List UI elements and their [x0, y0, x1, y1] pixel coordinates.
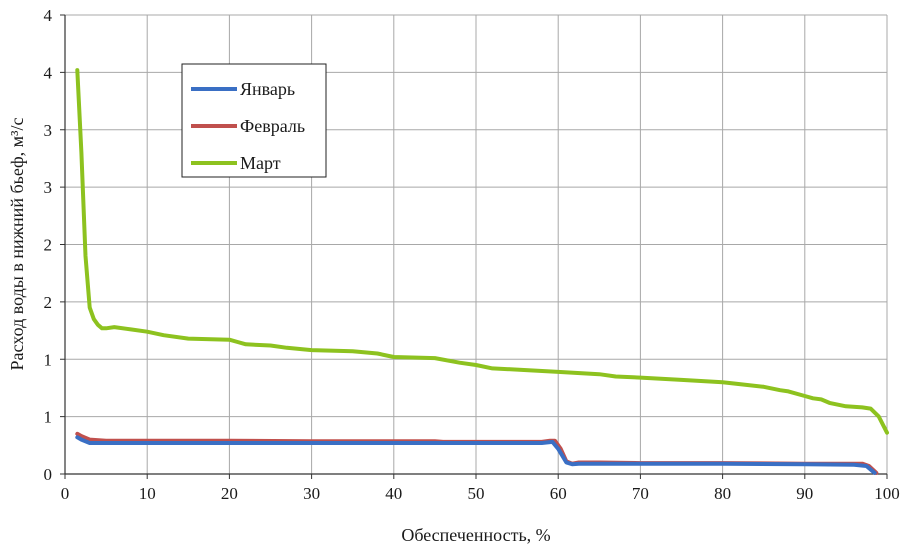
x-tick-label: 10	[139, 484, 156, 503]
y-tick-label: 2	[44, 293, 53, 312]
x-tick-label: 20	[221, 484, 238, 503]
y-tick-label: 3	[44, 121, 53, 140]
x-tick-label: 0	[61, 484, 70, 503]
legend-label: Январь	[240, 79, 295, 99]
legend-label: Март	[240, 153, 281, 173]
legend-label: Февраль	[240, 116, 305, 136]
series-line-0	[75, 435, 877, 475]
x-axis-title: Обеспеченность, %	[401, 525, 550, 545]
x-tick-label: 80	[714, 484, 731, 503]
x-tick-label: 90	[796, 484, 813, 503]
y-tick-label: 1	[44, 408, 53, 427]
x-tick-label: 30	[303, 484, 320, 503]
y-tick-labels: 0 1 1 2 2 3 3 4 4	[44, 6, 53, 484]
axes	[60, 14, 888, 479]
x-tick-label: 50	[468, 484, 485, 503]
grid-lines	[65, 14, 888, 474]
legend: Январь Февраль Март	[181, 63, 327, 178]
x-tick-label: 70	[632, 484, 649, 503]
series-line-1	[75, 431, 879, 475]
x-tick-label: 100	[874, 484, 900, 503]
y-tick-label: 1	[44, 350, 53, 369]
series-line-2	[75, 68, 889, 435]
y-tick-label: 3	[44, 178, 53, 197]
y-tick-label: 0	[44, 465, 53, 484]
series-lines	[75, 68, 889, 475]
x-tick-labels: 0 10 20 30 40 50 60 70 80 90 100	[61, 484, 900, 503]
x-tick-label: 60	[550, 484, 567, 503]
legend-box	[181, 63, 327, 178]
y-tick-label: 4	[44, 6, 53, 25]
x-tick-label: 40	[385, 484, 402, 503]
y-tick-label: 4	[44, 63, 53, 82]
y-axis-title: Расход воды в нижний бьеф, м³/с	[7, 118, 27, 371]
y-tick-label: 2	[44, 236, 53, 255]
